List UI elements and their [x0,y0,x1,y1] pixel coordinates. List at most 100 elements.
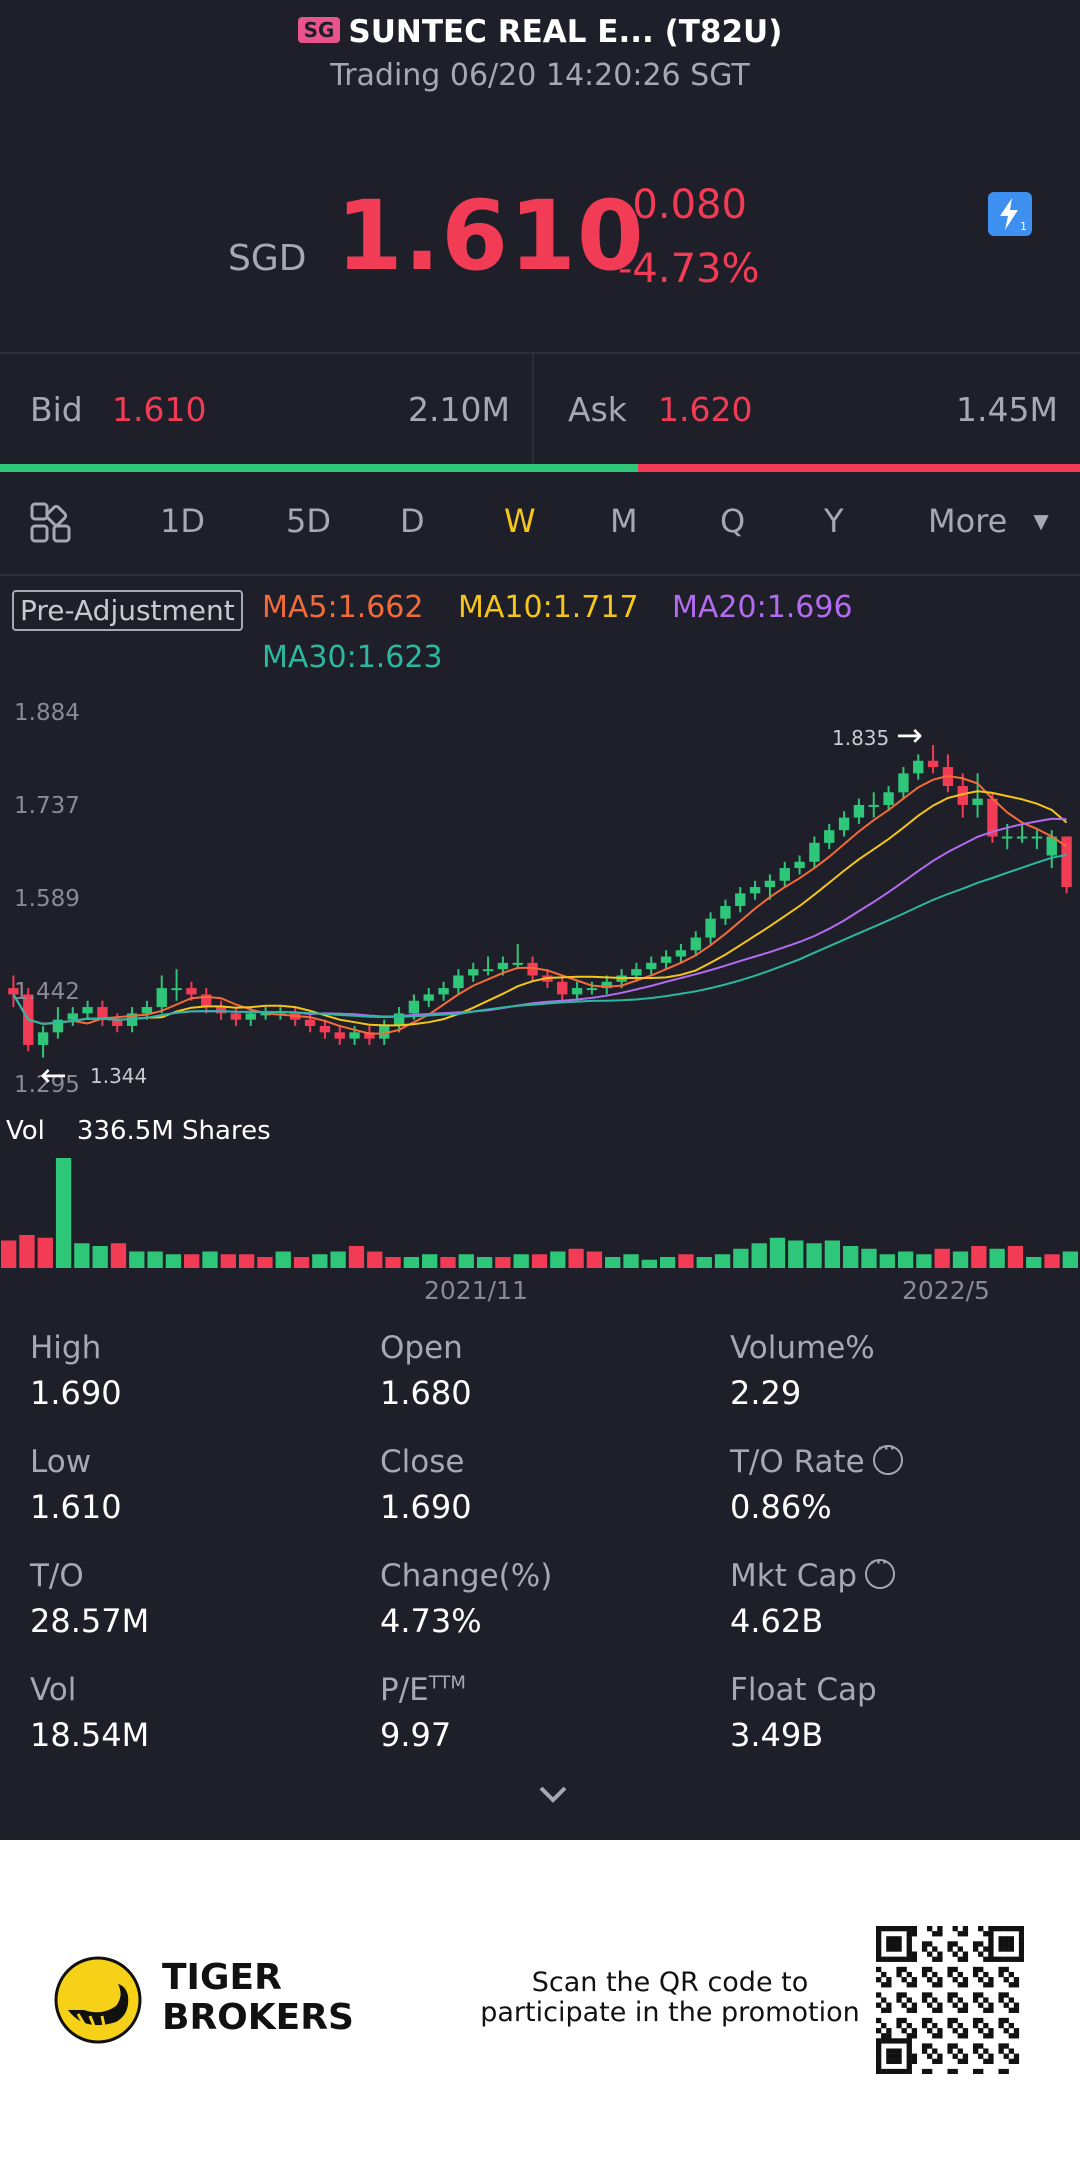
tab-m[interactable]: M [610,502,638,540]
qr-module [927,1992,933,1998]
candle-body [853,804,865,818]
candle-body [319,1026,331,1033]
volume-bar [586,1251,603,1268]
qr-module [937,1951,943,1957]
qr-module [891,1936,897,1942]
qr-module [988,2007,994,2013]
qr-module [978,1926,984,1932]
qr-module [1003,2028,1009,2034]
expand-chevron-icon[interactable] [535,1782,571,1810]
qr-module [1013,2007,1020,2013]
qr-module [881,1971,887,1978]
qr-module [952,2068,958,2074]
candle-body [186,988,197,995]
qr-module [1018,1941,1024,1947]
qr-module [891,2048,897,2054]
volume-bar [897,1251,914,1268]
stat-value: 1.690 [380,1488,472,1526]
qr-module [911,2007,918,2013]
candle-body [557,981,568,995]
qr-module [921,2022,928,2029]
app-background [0,0,1080,1840]
qr-module [937,2007,943,2013]
svg-text:1: 1 [1020,220,1027,233]
period-tabs: 1D 5D D W M Q Y More ▼ [0,502,1080,562]
tab-more[interactable]: More ▼ [928,502,1049,540]
qr-module [1008,1936,1014,1942]
qr-module [886,1936,892,1942]
candle-body [201,994,212,1008]
brand-line: BROKERS [162,1997,354,2038]
stat-label: T/O Rate [730,1444,865,1480]
stat-label-sup: TTM [428,1672,466,1694]
qr-module [927,2068,933,2074]
grid-icon[interactable] [30,502,72,552]
qr-module [983,2022,989,2029]
qr-module [988,2033,994,2039]
candlestick-chart[interactable] [0,690,1080,1130]
stat-value: 9.97 [380,1716,452,1754]
ma5-line [12,774,1068,1035]
candle-body [349,1032,360,1039]
qr-module [937,2058,943,2064]
qr-module [911,2002,918,2008]
qr-module [988,1931,994,1937]
tab-d[interactable]: D [400,502,425,540]
pre-adjustment-button[interactable]: Pre-Adjustment [12,590,243,631]
qr-module [906,2063,912,2070]
candle-body [8,988,19,995]
qr-module [876,1992,882,1998]
more-info-icon[interactable] [865,1551,896,1589]
qr-module [876,2038,882,2044]
stat-label: T/O [30,1558,84,1594]
volume-bar [165,1254,182,1268]
qr-module [896,1992,902,1998]
qr-module [921,1966,928,1973]
qr-module [978,2053,984,2059]
qr-module [906,1997,912,2003]
last-price: 1.610 [336,180,645,292]
ma20-label: MA20:1.696 [672,590,853,625]
qr-module [957,1956,963,1962]
qr-module [896,1946,902,1952]
qr-module [1013,2053,1020,2059]
qr-module [911,2033,918,2039]
qr-module [901,1926,907,1932]
tab-1d[interactable]: 1D [160,502,205,540]
qr-module [978,1992,984,1998]
qr-module [1003,1977,1009,1983]
tab-q[interactable]: Q [720,502,746,540]
qr-module [911,1926,918,1932]
qr-module [906,2058,912,2064]
qr-module [937,1977,943,1983]
qr-module [952,2053,958,2059]
qr-module [962,1951,969,1957]
volume-bar [696,1257,712,1268]
qr-module [1008,1956,1014,1962]
volume-bar [422,1254,438,1268]
volume-bar [513,1254,529,1268]
tab-w[interactable]: W [504,502,536,540]
qr-module [901,1956,907,1962]
tab-5d[interactable]: 5D [286,502,331,540]
candle-body [631,969,642,976]
flash-icon[interactable]: 1 [988,192,1032,236]
candle-body [482,969,494,972]
qr-module [998,1971,1004,1978]
qr-module [886,2028,892,2034]
more-info-icon[interactable] [872,1437,903,1475]
qr-module [911,1977,918,1983]
qr-module [881,2022,887,2029]
qr-module [988,1956,994,1962]
qr-module [932,1982,938,1988]
qr-module [911,2058,918,2064]
qr-module [927,1966,933,1973]
qr-module [881,1997,887,2003]
qr-module [983,1982,989,1988]
qr-module [896,1997,902,2003]
qr-code-icon[interactable] [876,1926,1024,2074]
tab-y[interactable]: Y [824,502,844,540]
qr-module [876,2043,882,2049]
qr-module [896,2053,902,2059]
qr-module [1013,2028,1020,2034]
